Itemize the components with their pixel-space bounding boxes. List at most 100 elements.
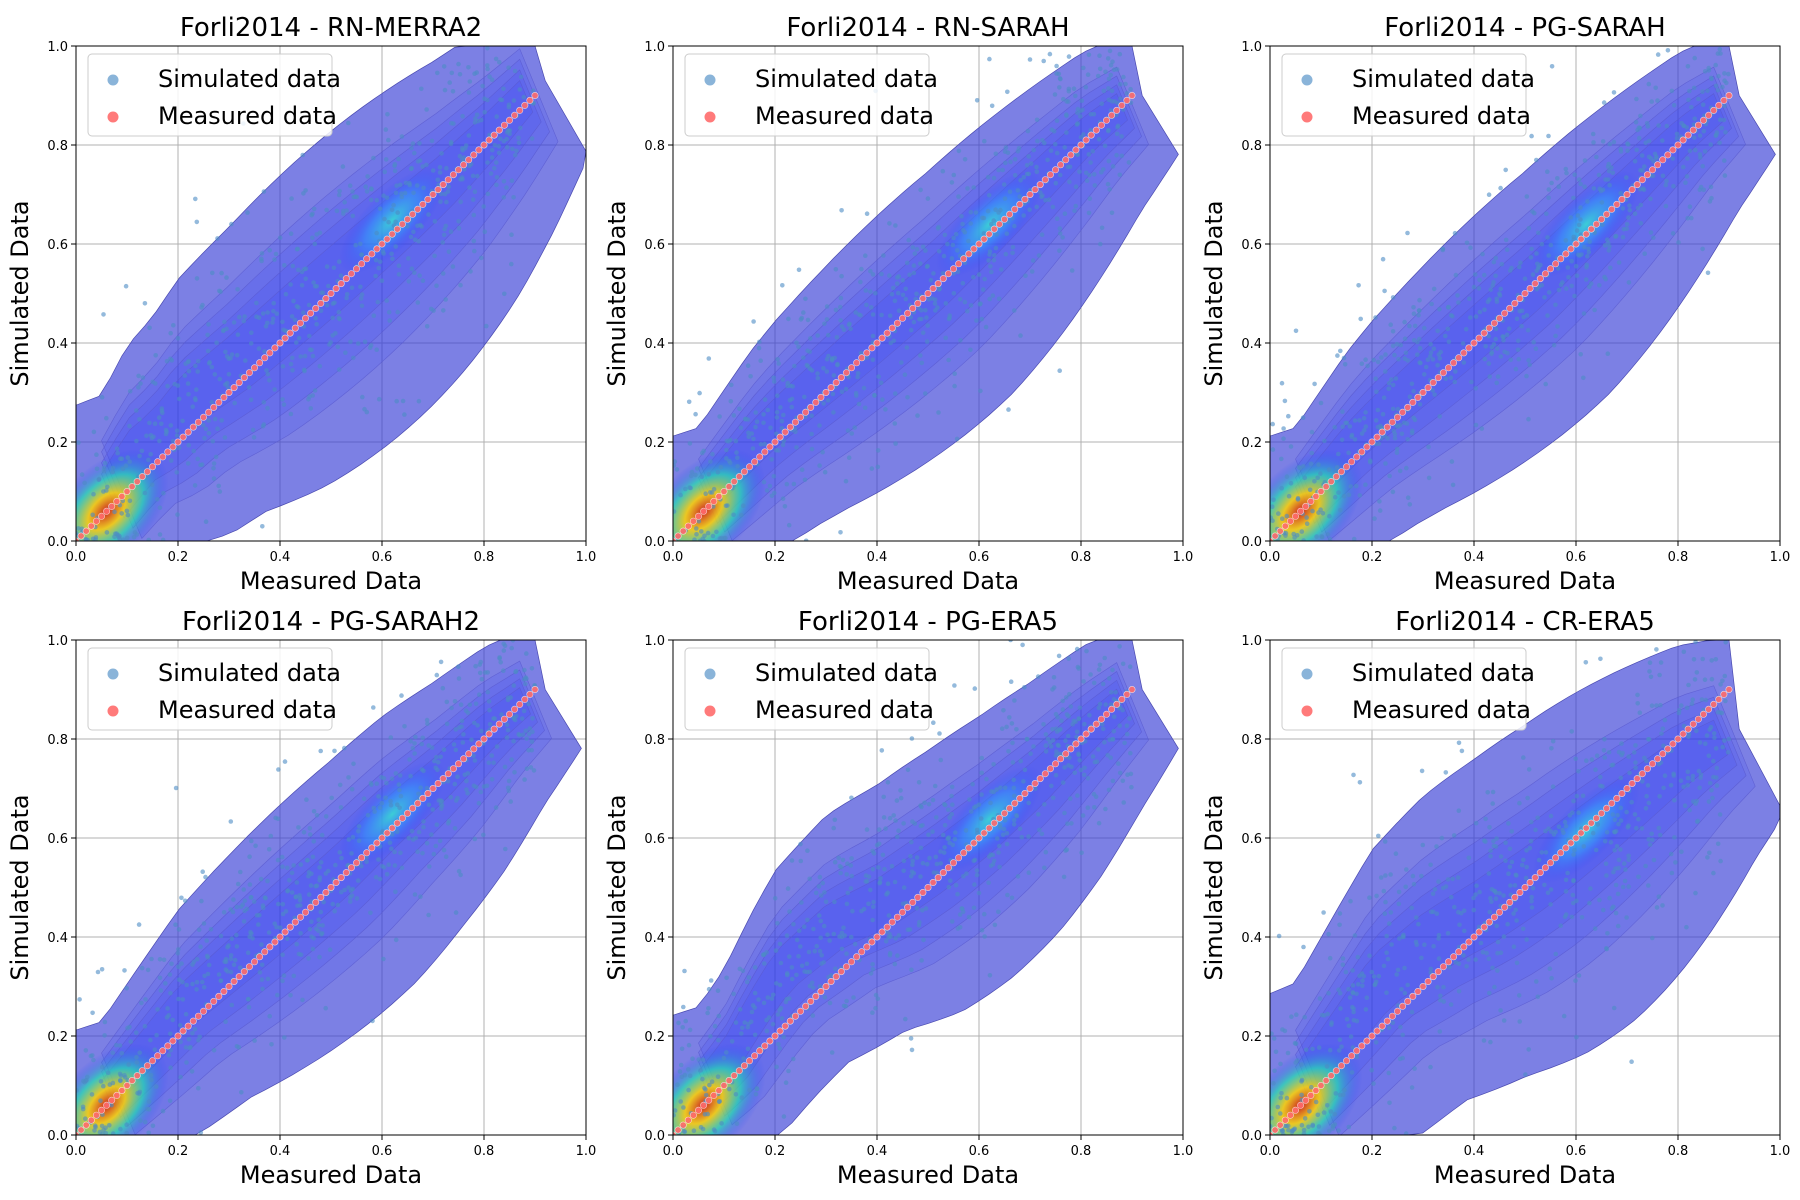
simulated-point (1616, 821, 1621, 827)
simulated-point (809, 368, 815, 373)
simulated-point (1390, 406, 1396, 412)
measured-point (1587, 819, 1595, 827)
simulated-point (1363, 410, 1368, 415)
simulated-point (1326, 1128, 1332, 1134)
measured-point (1363, 443, 1371, 451)
measured-point (118, 1087, 126, 1095)
x-tick-label: 0.4 (867, 550, 888, 565)
simulated-point (1474, 883, 1479, 888)
simulated-point (1655, 626, 1660, 631)
simulated-point (521, 94, 527, 100)
simulated-point (1592, 307, 1597, 313)
simulated-point (1372, 982, 1377, 988)
simulated-point (399, 865, 405, 871)
simulated-point (1068, 796, 1073, 801)
simulated-point (876, 374, 881, 379)
simulated-point (1686, 97, 1691, 103)
simulated-point (973, 210, 979, 215)
simulated-point (518, 74, 524, 80)
measured-point (1036, 181, 1044, 189)
simulated-point (1325, 1011, 1330, 1017)
simulated-point (1106, 86, 1111, 91)
simulated-point (1124, 731, 1130, 737)
simulated-point (985, 208, 991, 214)
simulated-point (1629, 1059, 1634, 1064)
simulated-point (729, 382, 734, 388)
measured-point (786, 423, 794, 431)
measured-point (771, 438, 779, 446)
simulated-point (1703, 697, 1709, 703)
simulated-point (409, 145, 414, 151)
simulated-point (908, 854, 913, 859)
y-tick-label: 0.4 (1241, 931, 1262, 946)
simulated-point (1577, 253, 1582, 258)
simulated-point (803, 296, 808, 302)
measured-point (225, 982, 233, 990)
simulated-point (1299, 529, 1305, 534)
simulated-point (1707, 780, 1713, 786)
simulated-point (392, 849, 397, 855)
simulated-point (371, 805, 377, 811)
simulated-point (373, 874, 379, 880)
simulated-point (821, 366, 826, 371)
x-tick-label: 0.4 (867, 1144, 888, 1159)
simulated-point (848, 886, 854, 891)
simulated-point (253, 843, 258, 849)
simulated-point (979, 755, 985, 761)
simulated-point (1719, 24, 1724, 29)
simulated-point (89, 1092, 95, 1097)
measured-point (955, 854, 963, 862)
simulated-point (276, 901, 281, 907)
simulated-point (1294, 1012, 1299, 1017)
measured-point (1485, 324, 1493, 332)
simulated-point (1064, 112, 1069, 117)
simulated-point (1026, 800, 1031, 806)
simulated-point (733, 1020, 739, 1025)
simulated-point (362, 339, 368, 345)
measured-point (1016, 200, 1024, 208)
measured-point (189, 1017, 197, 1025)
simulated-point (905, 395, 910, 400)
simulated-point (255, 922, 261, 927)
simulated-point (1312, 381, 1317, 387)
simulated-point (1062, 765, 1067, 770)
simulated-point (374, 347, 380, 353)
simulated-point (321, 899, 326, 905)
simulated-point (700, 1057, 706, 1063)
simulated-point (485, 191, 491, 197)
simulated-point (1611, 869, 1616, 875)
simulated-point (263, 895, 268, 901)
simulated-point (887, 273, 892, 278)
simulated-point (248, 397, 254, 403)
simulated-point (312, 284, 318, 289)
simulated-point (515, 484, 520, 489)
simulated-point (1405, 982, 1410, 988)
legend-box (1281, 53, 1527, 137)
measured-point (939, 869, 947, 877)
measured-point (1490, 319, 1498, 327)
simulated-point (951, 291, 957, 296)
simulated-point (1678, 778, 1684, 783)
simulated-point (342, 887, 347, 893)
measured-point (1108, 111, 1116, 119)
measured-point (1337, 468, 1345, 476)
simulated-point (248, 895, 254, 900)
simulated-point (304, 797, 309, 802)
simulated-point (773, 948, 779, 953)
simulated-point (1578, 217, 1583, 222)
simulated-point (265, 405, 270, 411)
simulated-point (1632, 211, 1638, 216)
simulated-point (705, 1111, 710, 1117)
simulated-point (349, 851, 354, 856)
simulated-point (1657, 832, 1663, 838)
measured-point (919, 888, 927, 896)
measured-point (822, 388, 830, 396)
simulated-point (160, 410, 165, 416)
simulated-point (1110, 737, 1115, 742)
simulated-point (1494, 346, 1500, 351)
simulated-point (494, 175, 500, 180)
simulated-point (909, 839, 914, 845)
measured-point (388, 824, 396, 832)
simulated-point (1563, 823, 1569, 829)
simulated-point (872, 393, 877, 398)
